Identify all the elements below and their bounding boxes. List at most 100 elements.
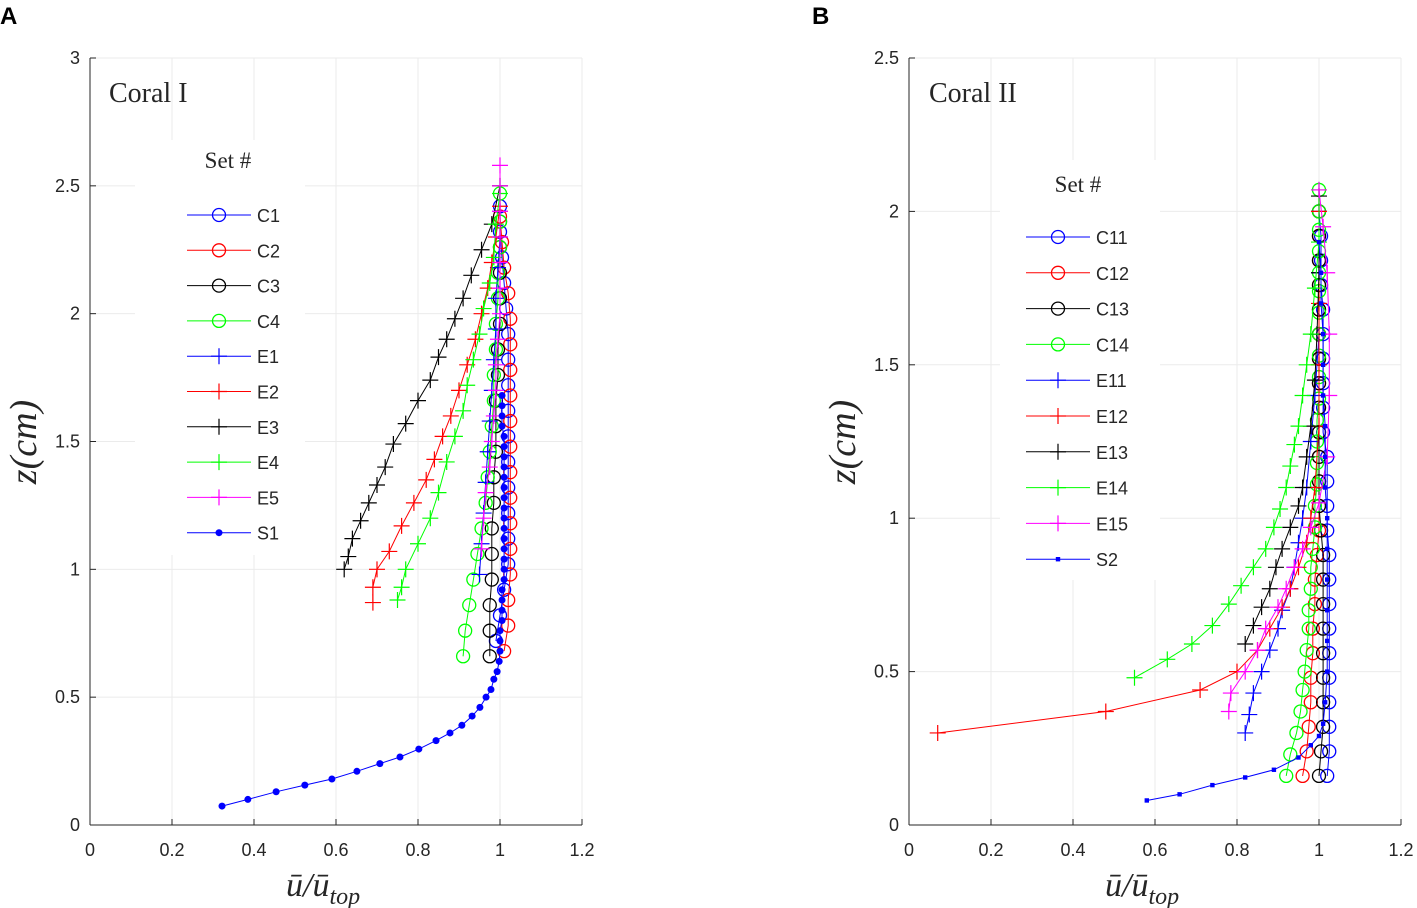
data-point [457, 623, 473, 638]
data-point [500, 432, 508, 440]
data-point [500, 514, 508, 522]
data-point [1316, 239, 1322, 245]
data-point [500, 494, 508, 502]
legend-marker [211, 207, 227, 223]
data-point [430, 484, 447, 501]
data-point [1183, 635, 1200, 652]
legend-label: E11 [1096, 371, 1127, 391]
series-b [929, 181, 1338, 803]
data-point [1126, 669, 1143, 686]
legend-item-c12: C12 [1026, 264, 1129, 284]
data-point [500, 535, 508, 543]
legend-marker [1055, 557, 1061, 562]
data-point [455, 402, 472, 419]
data-point [498, 422, 506, 430]
data-point [501, 557, 516, 572]
data-point [498, 606, 506, 614]
x-tick-label: 1 [495, 840, 505, 860]
y-tick-label: 1 [889, 508, 899, 528]
data-point [1293, 704, 1308, 719]
legend-background [1000, 160, 1160, 580]
x-axis-label-main: ū/ū [1105, 867, 1148, 904]
legend-label: E13 [1096, 443, 1128, 463]
panel-title-a: Coral I [109, 78, 188, 109]
legend-item-c1: C1 [187, 206, 280, 226]
data-point [369, 476, 385, 493]
data-point [377, 459, 394, 476]
data-point [1325, 516, 1330, 521]
data-point [1322, 454, 1328, 460]
data-point [1311, 494, 1327, 511]
data-point [1322, 744, 1337, 759]
data-point [446, 310, 463, 327]
legend-item-s1: S1 [187, 524, 279, 544]
data-point [385, 436, 402, 453]
x-tick-label: 0.4 [241, 840, 266, 860]
series-line [343, 185, 501, 570]
legend-label: C14 [1096, 335, 1129, 355]
data-point [1286, 559, 1303, 576]
data-point [481, 459, 498, 476]
data-point [487, 290, 504, 307]
data-point [475, 510, 492, 527]
data-point [410, 535, 426, 552]
legend-label: C12 [1096, 264, 1129, 284]
data-point [1220, 703, 1237, 720]
data-point [1297, 664, 1312, 679]
data-point [438, 331, 455, 348]
series-e5 [473, 157, 508, 557]
data-point [1299, 642, 1314, 658]
data-point [1318, 301, 1324, 306]
y-tick-label: 2 [889, 201, 899, 221]
data-point [496, 647, 504, 655]
data-point [1283, 747, 1298, 762]
data-point [500, 473, 508, 481]
axes-a: 0 0.2 0.4 0.6 0.8 1 1.2 0 0.5 1 1.5 2 2.5 3 [55, 48, 595, 860]
legend-label: E15 [1096, 514, 1128, 534]
data-point [369, 561, 385, 578]
data-point [430, 349, 447, 366]
data-point [503, 362, 518, 378]
data-point [487, 685, 495, 693]
data-point [1325, 546, 1330, 552]
legend-label: C11 [1096, 228, 1128, 248]
series-s2 [1144, 239, 1330, 803]
legend-item-c14: C14 [1026, 335, 1129, 355]
data-point [487, 321, 504, 338]
data-point [486, 367, 502, 383]
data-point [482, 623, 497, 638]
legend-marker [1050, 265, 1066, 280]
series-line [499, 216, 511, 652]
legend-a: Set # C1 C2 C3 C4 E1 E2 E3 E4 E5 S1 [135, 140, 305, 555]
data-point [1097, 703, 1114, 720]
legend-label: C1 [257, 206, 280, 226]
data-point [353, 767, 361, 775]
legend-item-e2: E2 [187, 383, 279, 403]
data-point [1306, 280, 1323, 297]
panel-a: A 0 0.2 0.4 0.6 0.8 1 1.2 0 0.5 1 1.5 2 2.5 3 Set # C1… [0, 3, 595, 908]
legend-label: E4 [257, 453, 279, 473]
legend-marker [215, 529, 223, 537]
x-tick-label: 0.8 [1224, 840, 1249, 860]
data-point [1308, 743, 1313, 748]
data-point [1222, 685, 1239, 702]
data-point [1204, 617, 1221, 634]
data-point [459, 377, 476, 394]
x-tick-label: 0.6 [323, 840, 348, 860]
data-point [1282, 458, 1299, 475]
series-e15 [1220, 181, 1338, 720]
y-tick-label: 0.5 [874, 662, 899, 682]
data-point [487, 382, 504, 399]
legend-marker [1050, 515, 1066, 532]
data-point [244, 795, 252, 803]
data-point [476, 703, 484, 711]
data-point [1257, 540, 1274, 557]
data-point [492, 203, 508, 220]
data-point [479, 443, 496, 460]
data-point [1296, 755, 1301, 760]
series-line [937, 211, 1320, 734]
series-e14 [1126, 181, 1327, 686]
data-point [482, 597, 497, 613]
data-point [498, 391, 506, 399]
